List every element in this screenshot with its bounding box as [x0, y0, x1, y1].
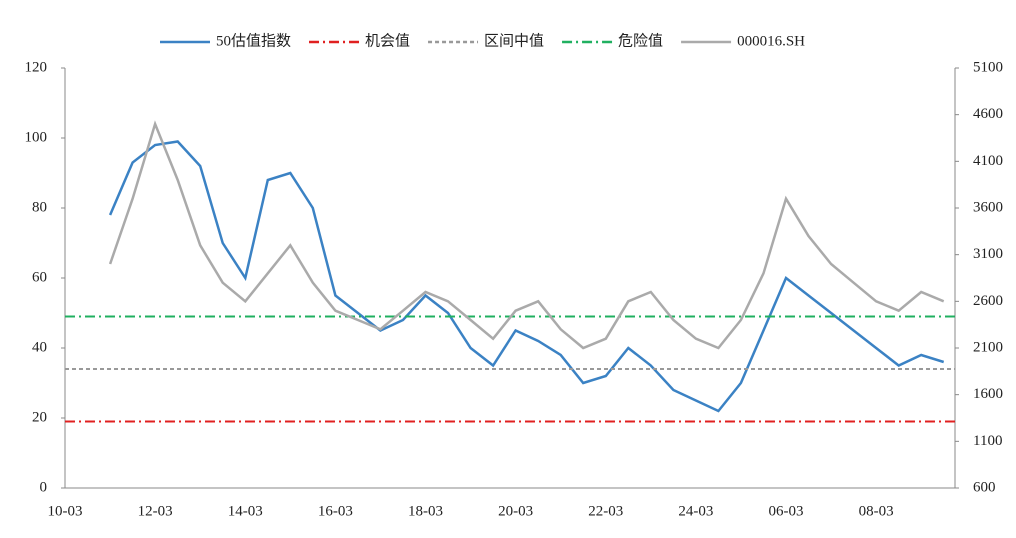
y2-tick-label: 4600	[973, 106, 1003, 122]
x-tick-label: 08-03	[859, 503, 894, 519]
x-tick-label: 14-03	[228, 503, 263, 519]
x-tick-label: 12-03	[138, 503, 173, 519]
y-tick-label: 100	[25, 129, 48, 145]
y2-tick-label: 2600	[973, 293, 1003, 309]
legend-label: 000016.SH	[737, 33, 805, 49]
y2-tick-label: 1600	[973, 386, 1003, 402]
y2-tick-label: 600	[973, 479, 996, 495]
x-tick-label: 22-03	[588, 503, 623, 519]
legend-label: 机会值	[365, 32, 410, 49]
y-tick-label: 60	[32, 269, 47, 285]
legend-label: 危险值	[618, 32, 663, 49]
y2-tick-label: 5100	[973, 59, 1003, 75]
x-tick-label: 10-03	[48, 503, 83, 519]
y-tick-label: 80	[32, 199, 47, 215]
x-tick-label: 24-03	[678, 503, 713, 519]
x-tick-label: 16-03	[318, 503, 353, 519]
series-line	[108, 120, 945, 350]
y-tick-label: 40	[32, 339, 47, 355]
y2-tick-label: 1100	[973, 433, 1002, 449]
y2-tick-label: 2100	[973, 339, 1003, 355]
y-tick-label: 120	[25, 59, 48, 75]
y2-tick-label: 3600	[973, 199, 1003, 215]
legend-label: 50估值指数	[216, 32, 291, 49]
legend-label: 区间中值	[484, 32, 544, 49]
x-tick-label: 18-03	[408, 503, 443, 519]
y2-tick-label: 3100	[973, 246, 1003, 262]
y2-tick-label: 4100	[973, 153, 1003, 169]
x-tick-label: 06-03	[769, 503, 804, 519]
series-line	[108, 140, 945, 413]
y-tick-label: 20	[32, 409, 47, 425]
y-tick-label: 0	[40, 479, 48, 495]
x-tick-label: 20-03	[498, 503, 533, 519]
